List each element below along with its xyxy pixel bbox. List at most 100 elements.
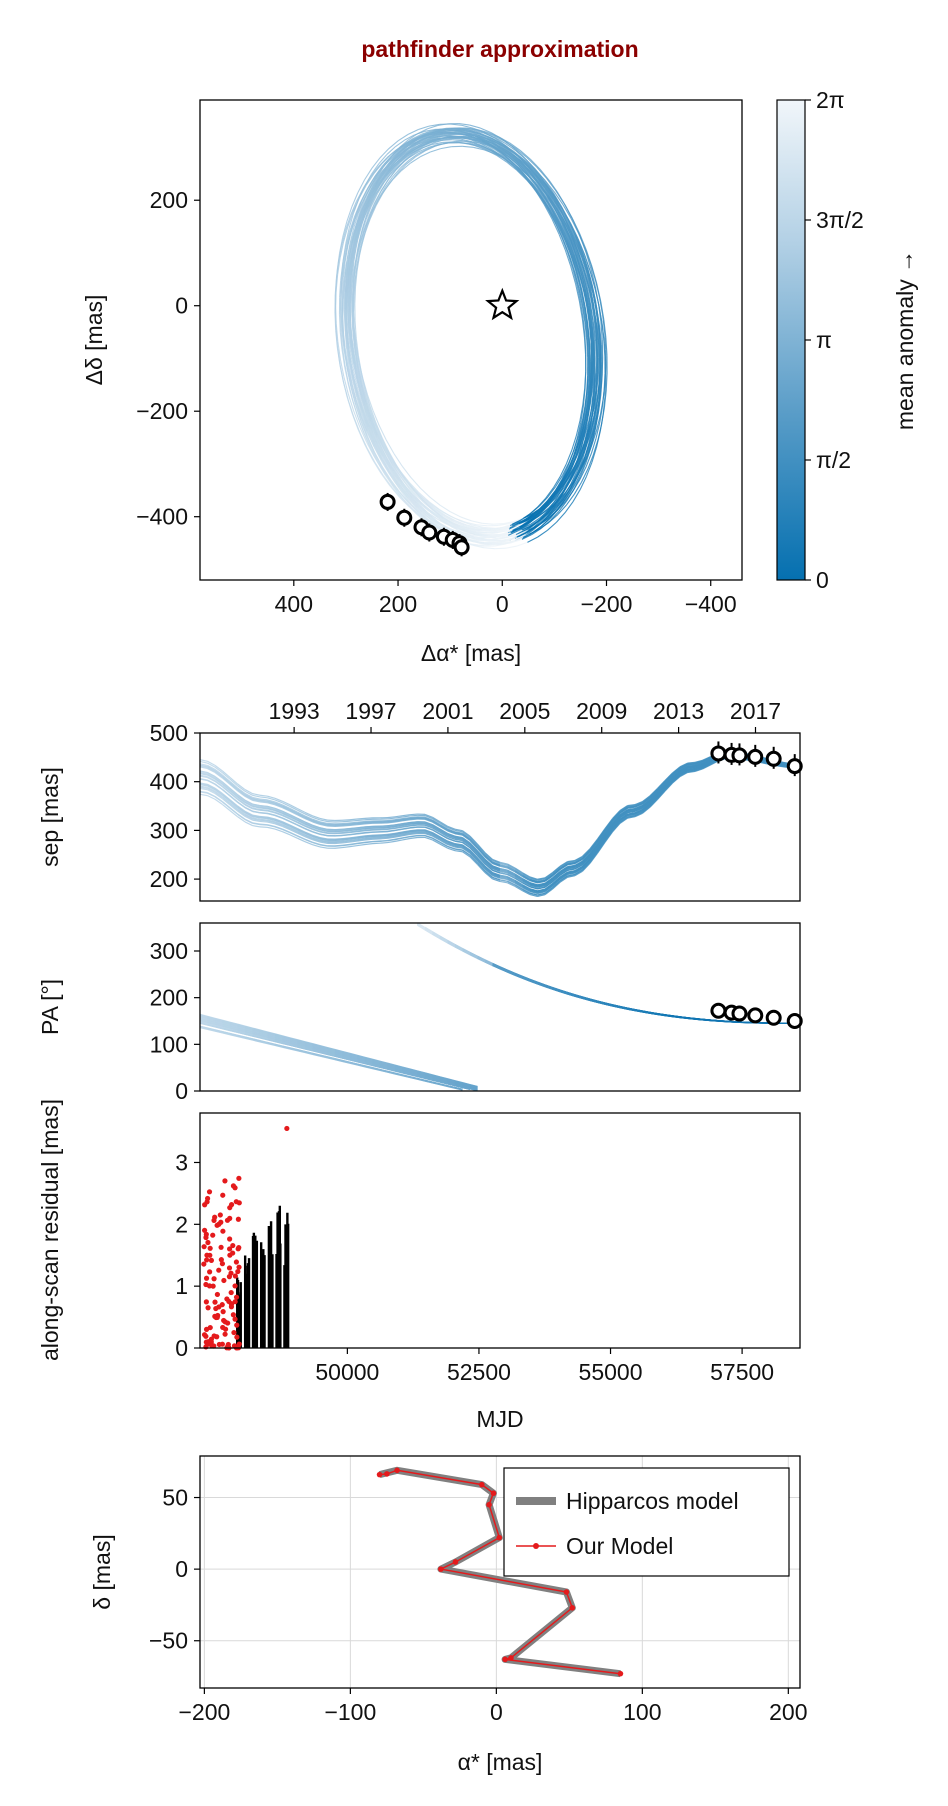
orbit-trace-segment — [605, 337, 608, 356]
orbit-trace-segment — [396, 151, 407, 161]
orbit-trace-segment — [569, 456, 577, 471]
orbit-trace-segment — [576, 257, 582, 275]
sep-trace-segment — [334, 844, 343, 847]
orbit-trace-segment — [515, 148, 527, 158]
sep-trace-segment — [379, 837, 388, 840]
sep-trace-segment — [259, 800, 268, 803]
orbit-trace-segment — [462, 145, 474, 148]
orbit-trace-segment — [355, 367, 361, 385]
orbit-trace-segment — [369, 205, 377, 220]
orbit-trace-segment — [525, 159, 537, 170]
orbit-trace-segment — [400, 153, 410, 163]
orbit-y-tick-label: 200 — [150, 187, 188, 213]
orbit-trace-segment — [537, 504, 548, 515]
sep-trace-segment — [342, 831, 351, 834]
orbit-trace-segment — [413, 138, 424, 145]
orbit-trace-segment — [581, 410, 586, 427]
orbit-trace-segment — [598, 335, 601, 354]
orbit-trace-segment — [584, 371, 587, 390]
orbit-trace-segment — [356, 415, 364, 432]
orbit-trace-segment — [461, 124, 474, 129]
orbit-trace-segment — [339, 332, 343, 350]
sep-trace-segment — [259, 812, 268, 815]
orbit-trace-segment — [427, 134, 439, 139]
orbit-trace-segment — [562, 204, 572, 219]
orbit-trace-segment — [586, 341, 589, 360]
orbit-trace-segment — [364, 404, 371, 422]
sep-trace-segment — [409, 817, 418, 820]
orbit-trace-segment — [589, 285, 594, 303]
orbit-trace-segment — [605, 372, 608, 391]
orbit-trace-segment — [497, 534, 509, 540]
orbit-trace-segment — [566, 468, 574, 481]
orbit-trace-segment — [378, 451, 388, 467]
orbit-trace-segment — [589, 411, 593, 428]
orbit-trace-segment — [368, 194, 376, 208]
sep-trace-segment — [409, 814, 418, 817]
orbit-trace-segment — [426, 136, 438, 141]
orbit-trace-segment — [356, 240, 362, 256]
sep-trace-segment — [259, 808, 268, 811]
orbit-trace-segment — [577, 276, 583, 295]
orbit-trace-segment — [539, 169, 550, 182]
orbit-trace-segment — [543, 200, 554, 214]
sep-trace-segment — [357, 822, 366, 825]
orbit-trace-segment — [468, 137, 480, 141]
orbit-trace-segment — [546, 494, 556, 506]
orbit-trace-segment — [455, 520, 467, 526]
orbit-trace-segment — [579, 442, 585, 458]
orbit-trace-segment — [428, 123, 440, 127]
orbit-trace-segment — [485, 139, 497, 147]
orbit-trace-segment — [577, 272, 583, 291]
orbit-trace-segment — [369, 446, 378, 462]
orbit-trace-segment — [465, 131, 477, 136]
orbit-trace-segment — [505, 143, 517, 152]
orbit-trace-segment — [421, 131, 433, 137]
orbit-trace-segment — [352, 331, 356, 351]
orbit-trace-segment — [591, 323, 594, 342]
orbit-trace-segment — [547, 194, 557, 209]
orbit-trace-segment — [348, 217, 355, 233]
orbit-trace-segment — [457, 532, 469, 537]
orbit-trace-segment — [603, 319, 607, 338]
orbit-trace-segment — [341, 277, 344, 295]
orbit-trace-segment — [391, 487, 403, 499]
orbit-trace-segment — [464, 524, 476, 529]
orbit-trace-segment — [589, 324, 592, 344]
orbit-trace-segment — [357, 223, 363, 240]
orbit-trace-segment — [408, 481, 419, 493]
orbit-trace-segment — [387, 169, 397, 181]
orbit-trace-segment — [567, 238, 575, 255]
orbit-trace-segment — [355, 370, 361, 388]
orbit-trace-segment — [360, 226, 367, 241]
orbit-trace-segment — [408, 153, 419, 161]
orbit-trace-segment — [428, 500, 440, 510]
orbit-trace-segment — [465, 521, 477, 526]
orbit-trace-segment — [381, 440, 391, 456]
orbit-trace-segment — [594, 286, 600, 305]
orbit-trace-segment — [557, 224, 566, 240]
orbit-trace-segment — [368, 183, 377, 197]
orbit-trace-segment — [522, 531, 534, 538]
sep-trace-segment — [252, 824, 261, 828]
orbit-trace-segment — [547, 495, 557, 507]
sep-trace-segment — [259, 816, 268, 819]
orbit-trace-segment — [442, 516, 454, 525]
orbit-trace-segment — [524, 528, 535, 537]
orbit-trace-segment — [494, 547, 506, 550]
orbit-trace-segment — [548, 514, 559, 523]
orbit-trace-segment — [581, 289, 586, 308]
orbit-trace-segment — [592, 302, 596, 321]
orbit-trace-segment — [476, 526, 488, 530]
star-icon — [485, 287, 520, 321]
orbit-trace-segment — [389, 474, 400, 488]
orbit-trace-segment — [506, 534, 518, 538]
orbit-trace-segment — [500, 537, 511, 542]
orbit-trace-segment — [380, 179, 389, 192]
orbit-trace-segment — [566, 239, 574, 257]
orbit-trace-segment — [564, 490, 574, 502]
orbit-trace-segment — [439, 504, 451, 513]
orbit-trace-segment — [392, 146, 403, 156]
orbit-trace-segment — [511, 520, 523, 527]
